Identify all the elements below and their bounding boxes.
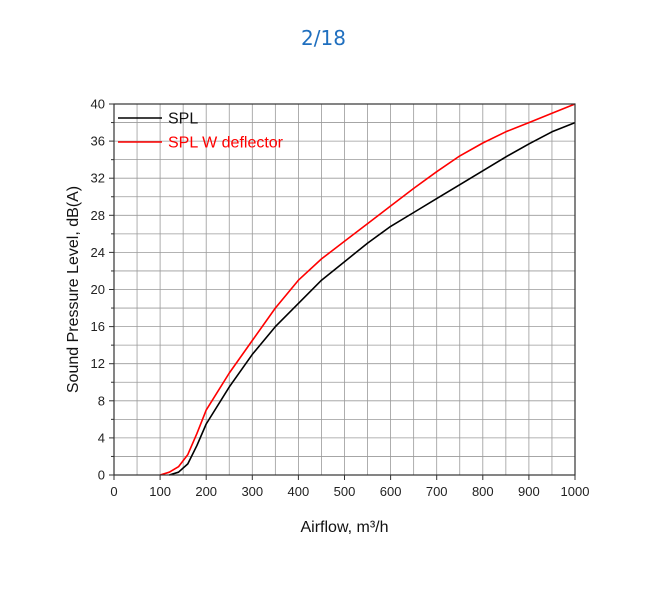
- x-tick-label: 700: [426, 484, 448, 499]
- x-tick-label: 800: [472, 484, 494, 499]
- axis-ticks: 0 100 200 300 400 500 600 700 800 900 1000 0 4 8 12 16 2…: [91, 97, 590, 500]
- series-line-spl: [169, 121, 576, 476]
- y-tick-label: 40: [91, 97, 105, 112]
- page-counter: 2/18: [301, 26, 346, 50]
- x-axis-title: Airflow, m³/h: [300, 519, 388, 536]
- y-tick-label: 0: [98, 468, 105, 483]
- x-tick-label: 200: [195, 484, 217, 499]
- y-axis-title: Sound Pressure Level, dB(A): [65, 186, 82, 393]
- y-tick-label: 32: [91, 171, 105, 186]
- series-line-spl-w-deflector: [159, 103, 576, 476]
- x-tick-label: 1000: [561, 484, 590, 499]
- y-tick-label: 16: [91, 319, 105, 334]
- y-tick-label: 20: [91, 282, 105, 297]
- x-tick-label: 400: [288, 484, 310, 499]
- y-tick-label: 24: [91, 245, 105, 260]
- x-tick-label: 300: [241, 484, 263, 499]
- legend: SPL SPL W deflector: [118, 111, 284, 152]
- legend-label: SPL W deflector: [168, 135, 284, 152]
- y-tick-label: 36: [91, 134, 105, 149]
- grid: [113, 103, 576, 476]
- legend-label: SPL: [168, 111, 198, 128]
- y-tick-label: 8: [98, 393, 105, 408]
- x-tick-label: 100: [149, 484, 171, 499]
- series-layer: [159, 103, 576, 476]
- y-tick-label: 12: [91, 356, 105, 371]
- y-tick-label: 28: [91, 208, 105, 223]
- x-tick-label: 0: [110, 484, 117, 499]
- x-tick-label: 600: [380, 484, 402, 499]
- x-tick-label: 900: [518, 484, 540, 499]
- x-tick-label: 500: [334, 484, 356, 499]
- y-tick-label: 4: [98, 430, 105, 445]
